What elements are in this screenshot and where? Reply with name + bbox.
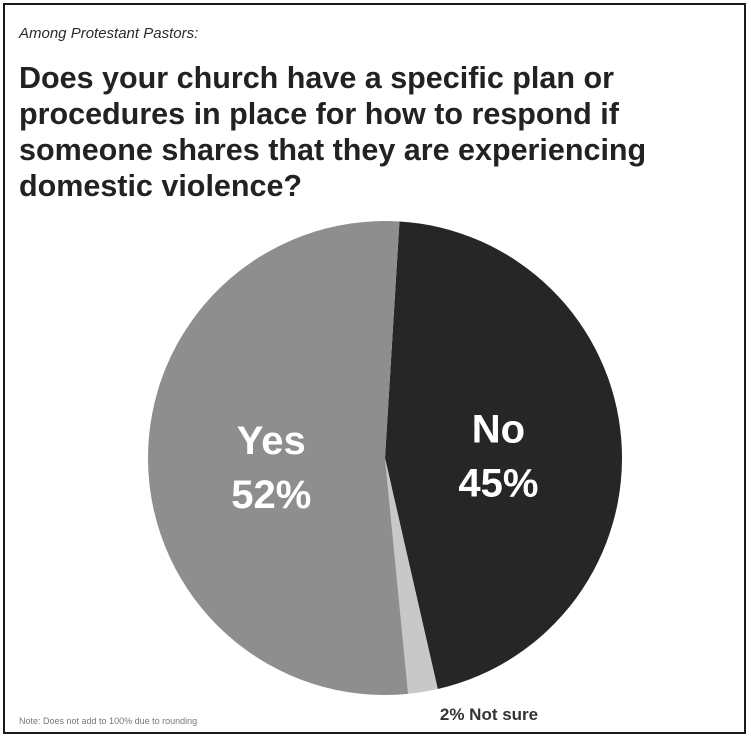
pie-slice-not-sure [385,458,438,694]
slice-label-not-sure: 2% Not sure [440,705,538,724]
footnote: Note: Does not add to 100% due to roundi… [19,716,198,726]
slice-value-no: 45% [458,462,538,506]
slice-name-no: No [472,408,525,452]
chart-frame: Among Protestant Pastors: Does your chur… [3,3,746,734]
slice-name-yes: Yes [237,419,306,463]
pie-chart: No 45% 2% Not sure Yes 52% [147,221,622,724]
pie-slice-no [385,221,622,690]
slice-value-yes: 52% [231,473,311,517]
chart-subtitle: Among Protestant Pastors: [19,25,199,42]
chart-title: Does your church have a specific plan or… [19,61,647,203]
pie-slice-yes [147,221,409,696]
